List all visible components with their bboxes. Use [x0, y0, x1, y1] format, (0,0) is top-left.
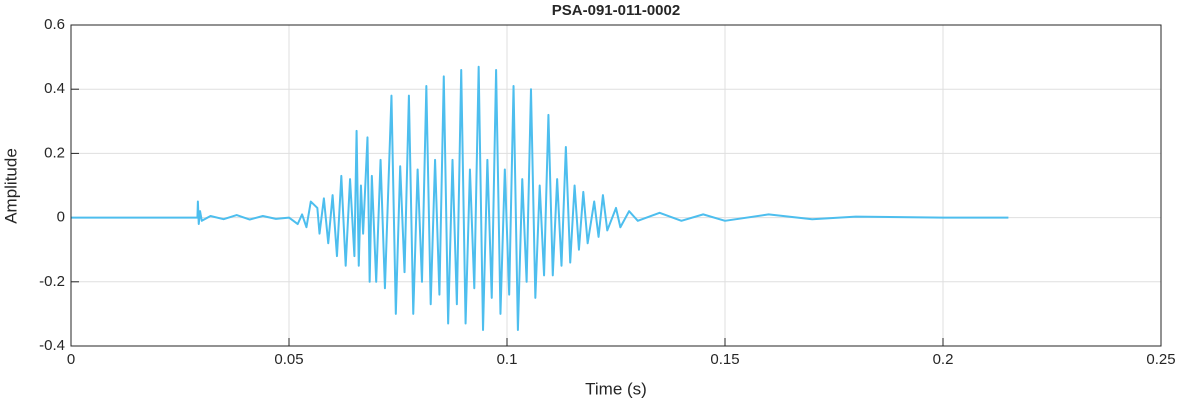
y-tick-label: 0.4 [44, 80, 65, 97]
waveform-line [71, 65, 1009, 331]
plot-area [71, 25, 1161, 346]
y-tick-label: 0.6 [44, 16, 65, 33]
plot-frame [70, 24, 1162, 347]
x-tick-label: 0 [67, 351, 75, 368]
y-tick-label: -0.4 [39, 337, 65, 354]
x-axis-label: Time (s) [585, 379, 647, 398]
y-axis-label: Amplitude [1, 148, 20, 224]
y-tick-label: 0.2 [44, 144, 65, 161]
x-tick-label: 0.15 [710, 351, 739, 368]
x-tick-label: 0.2 [933, 351, 954, 368]
chart-title: PSA-091-011-0002 [552, 2, 680, 19]
x-tick-label: 0.05 [274, 351, 303, 368]
x-tick-label: 0.25 [1146, 351, 1175, 368]
x-tick-label: 0.1 [497, 351, 518, 368]
y-tick-label: 0 [57, 209, 65, 226]
y-tick-label: -0.2 [39, 273, 65, 290]
